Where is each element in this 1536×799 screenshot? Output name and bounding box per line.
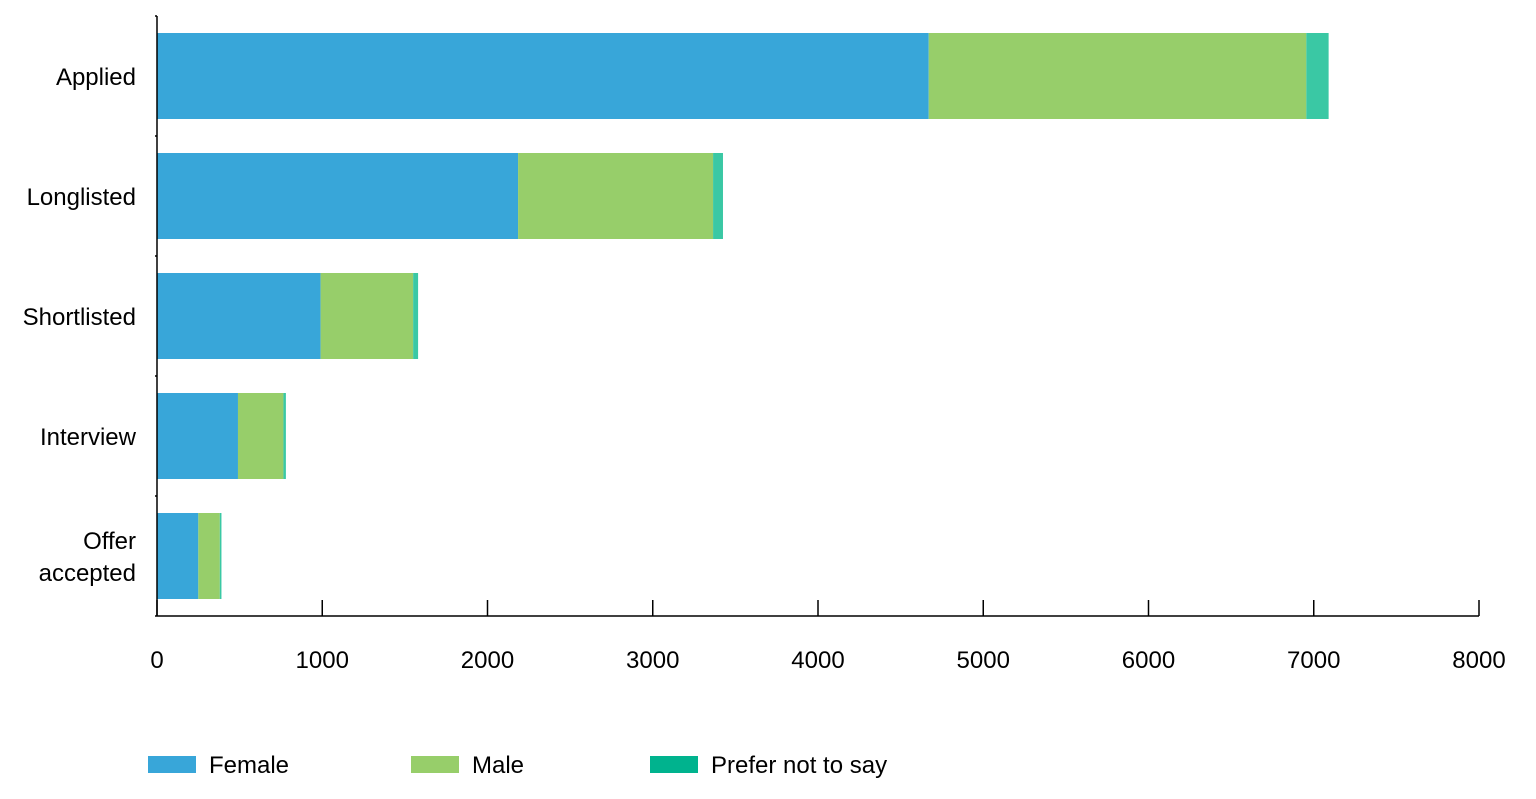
category-label-shortlisted: Shortlisted — [23, 304, 136, 331]
x-tick-label: 8000 — [1452, 647, 1505, 674]
legend-swatch-female — [148, 756, 196, 773]
bar-offer-accepted-female — [157, 513, 199, 599]
bar-longlisted-female — [157, 153, 519, 239]
category-label-applied: Applied — [56, 64, 136, 91]
x-tick-label: 7000 — [1287, 647, 1340, 674]
bar-shortlisted-male — [320, 273, 414, 359]
x-tick-label: 3000 — [626, 647, 679, 674]
bar-interview-prefer-not-to-say — [283, 393, 286, 479]
x-tick-label: 6000 — [1122, 647, 1175, 674]
axes-group — [155, 15, 1480, 617]
x-tick-labels: 0 1000 2000 3000 4000 5000 6000 7000 8000 — [150, 647, 1505, 674]
x-tick-label: 4000 — [791, 647, 844, 674]
category-label-offer-accepted: Offer accepted — [39, 528, 136, 587]
x-tick-label: 5000 — [957, 647, 1010, 674]
x-tick-label: 0 — [150, 647, 163, 674]
legend-swatch-male — [411, 756, 459, 773]
bar-applied-prefer-not-to-say — [1306, 33, 1329, 119]
bar-longlisted-male — [518, 153, 714, 239]
bar-shortlisted-prefer-not-to-say — [413, 273, 419, 359]
category-label-longlisted: Longlisted — [27, 184, 136, 211]
bar-interview-female — [157, 393, 238, 479]
x-tick-label: 1000 — [296, 647, 349, 674]
x-tick-label: 2000 — [461, 647, 514, 674]
bar-interview-male — [237, 393, 284, 479]
category-label-interview: Interview — [40, 424, 137, 451]
bar-offer-accepted-male — [198, 513, 220, 599]
category-labels: Applied Longlisted Shortlisted Interview Off… — [23, 64, 137, 587]
bar-applied-female — [157, 33, 929, 119]
legend-label-female: Female — [209, 752, 289, 779]
bar-longlisted-prefer-not-to-say — [713, 153, 723, 239]
bars-group — [157, 33, 1329, 599]
legend-label-prefer-not-to-say: Prefer not to say — [711, 752, 887, 779]
bar-offer-accepted-prefer-not-to-say — [219, 513, 222, 599]
bar-applied-male — [928, 33, 1307, 119]
legend: Female Male Prefer not to say — [148, 752, 887, 779]
bar-shortlisted-female — [157, 273, 321, 359]
legend-swatch-prefer-not-to-say — [650, 756, 698, 773]
legend-label-male: Male — [472, 752, 524, 779]
